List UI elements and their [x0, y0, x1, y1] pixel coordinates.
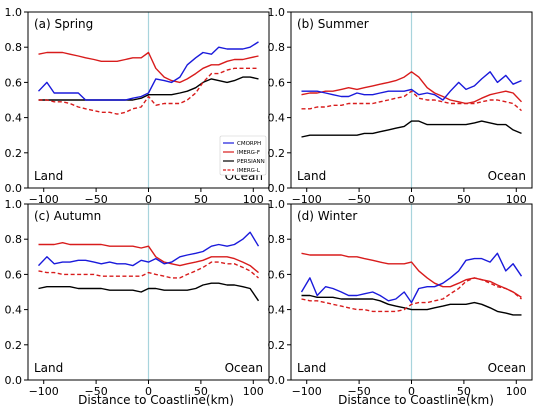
series-line-cmorph	[300, 252, 523, 304]
panel-title: (b) Summer	[297, 17, 369, 31]
y-tick-label: 0.6	[268, 76, 286, 89]
y-tick-label: 0.0	[268, 374, 286, 387]
y-tick-label: 0.0	[5, 374, 23, 387]
x-tick-label: 100	[243, 193, 264, 206]
series-line-imerg-f	[38, 51, 259, 84]
series-line-persiann	[38, 76, 259, 101]
ocean-label: Ocean	[488, 169, 526, 183]
series-line-imerg-f	[301, 71, 523, 105]
x-tick-label: 100	[506, 193, 527, 206]
x-tick-label: 0	[408, 193, 415, 206]
legend: CMORPH IMERG-F PERSIANN IMERG-L	[219, 135, 267, 176]
panel-1: −100 −50 0 50 100 0.0 0.2 0.4 0.6 0.8 1.0 (b) Summe…	[268, 6, 533, 206]
x-tick-label: 100	[506, 385, 527, 398]
land-label: Land	[34, 361, 63, 375]
x-tick-label: 100	[243, 385, 264, 398]
land-label: Land	[297, 169, 326, 183]
series-line-imerg-l	[38, 67, 259, 115]
x-axis-label-left: Distance to Coastline(km)	[78, 393, 234, 407]
y-tick-label: 0.6	[5, 76, 23, 89]
y-tick-label: 0.2	[268, 147, 286, 160]
y-tick-label: 1.0	[5, 198, 23, 211]
legend-label-imerg-l: IMERG-L	[237, 168, 261, 174]
y-tick-label: 0.8	[5, 41, 23, 54]
y-tick-label: 1.0	[5, 6, 23, 19]
series-line-imerg-f	[301, 252, 522, 298]
legend-label-cmorph: CMORPH	[237, 141, 261, 147]
ocean-label: Ocean	[488, 361, 526, 375]
x-tick-label: −100	[292, 385, 322, 398]
series-line-persiann	[38, 282, 260, 302]
x-tick-label: 50	[457, 193, 471, 206]
y-tick-label: 0.6	[5, 268, 23, 281]
y-tick-label: 0.0	[268, 182, 286, 195]
x-tick-label: 0	[145, 193, 152, 206]
x-tick-label: 50	[194, 193, 208, 206]
legend-box	[219, 135, 267, 176]
y-tick-label: 0.4	[268, 112, 286, 125]
x-tick-label: −50	[84, 193, 107, 206]
panels-group: −100 −50 0 50 100 0.0 0.2 0.4 0.6 0.8 1.0 (a) Sprin…	[5, 6, 533, 398]
series-line-cmorph	[37, 41, 259, 101]
panel-0: −100 −50 0 50 100 0.0 0.2 0.4 0.6 0.8 1.0 (a) Sprin…	[5, 6, 270, 206]
ocean-label: Ocean	[225, 361, 263, 375]
x-tick-label: −100	[29, 385, 59, 398]
y-tick-label: 0.4	[5, 304, 23, 317]
x-tick-label: −50	[84, 385, 107, 398]
x-tick-label: 0	[408, 385, 415, 398]
y-tick-label: 0.4	[5, 112, 23, 125]
y-tick-label: 0.8	[5, 233, 23, 246]
panel-3: −100 −50 0 50 100 0.0 0.2 0.4 0.6 0.8 1.0 (d) Winte…	[268, 198, 533, 398]
x-tick-label: 0	[145, 385, 152, 398]
x-tick-label: −50	[347, 385, 370, 398]
y-tick-label: 0.0	[5, 182, 23, 195]
y-tick-label: 0.2	[268, 339, 286, 352]
y-tick-label: 0.2	[5, 147, 23, 160]
legend-label-imerg-f: IMERG-F	[237, 150, 260, 156]
y-tick-label: 0.8	[268, 233, 286, 246]
legend-label-persiann: PERSIANN	[237, 159, 265, 165]
land-label: Land	[297, 361, 326, 375]
series-line-imerg-l	[38, 261, 259, 279]
y-tick-label: 0.4	[268, 304, 286, 317]
panel-title: (d) Winter	[297, 209, 357, 223]
series-line-persiann	[301, 294, 522, 316]
panel-title: (c) Autumn	[34, 209, 101, 223]
x-axis-label-right: Distance to Coastline(km)	[338, 393, 494, 407]
y-tick-label: 1.0	[268, 198, 286, 211]
y-tick-label: 0.8	[268, 41, 286, 54]
panel-2: −100 −50 0 50 100 0.0 0.2 0.4 0.6 0.8 1.0 (c) Autum…	[5, 198, 270, 398]
x-tick-label: −100	[292, 193, 322, 206]
series-line-cmorph	[37, 231, 260, 267]
series-line-cmorph	[301, 71, 522, 101]
y-tick-label: 0.6	[268, 268, 286, 281]
y-tick-label: 0.2	[5, 339, 23, 352]
x-tick-label: −100	[29, 193, 59, 206]
y-tick-label: 1.0	[268, 6, 286, 19]
x-tick-label: 50	[457, 385, 471, 398]
x-tick-label: 50	[194, 385, 208, 398]
series-line-persiann	[301, 120, 522, 138]
x-tick-label: −50	[347, 193, 370, 206]
series-line-imerg-f	[38, 241, 259, 274]
series-line-imerg-l	[301, 90, 522, 112]
land-label: Land	[34, 169, 63, 183]
panel-title: (a) Spring	[34, 17, 93, 31]
series-line-imerg-l	[301, 277, 522, 313]
